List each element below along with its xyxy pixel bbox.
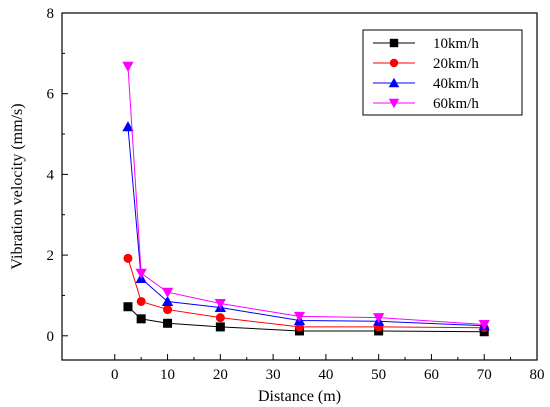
x-tick-label: 80 xyxy=(530,367,545,383)
data-point-10km-h xyxy=(123,302,133,312)
y-tick-label: 6 xyxy=(47,87,55,103)
x-tick-label: 30 xyxy=(266,367,281,383)
data-point-10km-h xyxy=(163,318,173,328)
series-line-40km-h xyxy=(127,126,485,327)
x-axis-title: Distance (m) xyxy=(258,388,341,405)
legend-label-10km-h: 10km/h xyxy=(433,36,479,52)
legend-label-60km-h: 60km/h xyxy=(433,96,479,112)
data-point-60km-h xyxy=(478,319,490,331)
x-tick-label: 10 xyxy=(160,367,175,383)
data-point-40km-h xyxy=(122,121,134,132)
legend-label-20km-h: 20km/h xyxy=(433,56,479,72)
legend-label-40km-h: 40km/h xyxy=(433,76,479,92)
legend-marker-60km-h xyxy=(388,98,400,109)
legend: 10km/h 20km/h 40km/h 60km/h xyxy=(362,29,523,116)
data-point-20km-h xyxy=(163,305,173,315)
plot-marks xyxy=(122,61,490,337)
y-axis: 0 2 4 6 8 xyxy=(47,6,68,345)
series-line-10km-h xyxy=(127,306,485,333)
x-tick-label: 50 xyxy=(371,367,386,383)
x-tick-label: 40 xyxy=(318,367,333,383)
x-tick-label: 0 xyxy=(111,367,119,383)
x-tick-label: 60 xyxy=(424,367,439,383)
legend-marker-20km-h xyxy=(389,58,399,68)
y-tick-label: 0 xyxy=(47,329,55,345)
x-axis: 0 10 20 30 40 50 60 70 80 xyxy=(111,354,545,383)
legend-marker-10km-h xyxy=(389,38,399,48)
data-point-60km-h xyxy=(293,311,306,323)
data-point-10km-h xyxy=(215,322,225,332)
x-tick-label: 70 xyxy=(477,367,492,383)
y-axis-title: Vibration velocity (mm/s) xyxy=(9,103,26,269)
data-point-20km-h xyxy=(136,296,146,306)
data-point-40km-h xyxy=(161,295,174,306)
y-tick-label: 4 xyxy=(47,167,55,183)
data-point-20km-h xyxy=(123,253,133,263)
y-tick-label: 2 xyxy=(47,248,55,264)
data-point-60km-h xyxy=(135,268,147,279)
data-point-60km-h xyxy=(214,299,226,310)
series-line-20km-h xyxy=(127,258,485,329)
data-point-60km-h xyxy=(373,313,385,324)
data-point-60km-h xyxy=(122,61,134,72)
data-point-10km-h xyxy=(136,314,146,324)
data-point-20km-h xyxy=(215,313,225,323)
legend-box xyxy=(362,29,523,116)
data-point-60km-h xyxy=(161,287,174,298)
y-tick-label: 8 xyxy=(47,6,55,22)
legend-marker-40km-h xyxy=(388,77,400,88)
x-tick-label: 20 xyxy=(213,367,228,383)
